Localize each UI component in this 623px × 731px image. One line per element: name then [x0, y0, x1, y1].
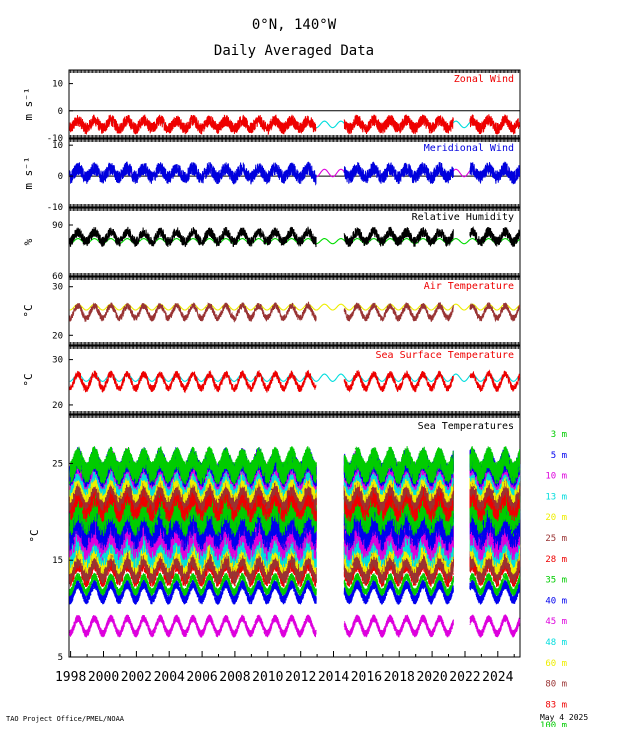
series-air-temperature	[69, 301, 521, 323]
panel-frame	[68, 345, 521, 415]
series-climatology	[69, 303, 520, 311]
panel-bottom-month-ticks	[68, 135, 521, 138]
y-tick-label: 30	[52, 283, 63, 293]
y-tick-label: 90	[52, 221, 63, 231]
sea-temperature-panel: 25 15 5 °C Sea Temperatures	[28, 414, 521, 663]
x-tick-label: 2002	[121, 670, 152, 685]
panel-frame	[68, 69, 521, 139]
legend-entry: 28 m	[545, 555, 567, 565]
legend-entry: 100 m	[540, 721, 567, 727]
y-axis-label: m s⁻¹	[22, 156, 35, 189]
x-axis: 1998 2000 2002 2004 2006 2008 2010 2012 2014 2016…	[55, 651, 520, 685]
panel-top-month-ticks	[68, 208, 521, 211]
y-axis-label: %	[22, 238, 35, 245]
x-tick-label: 2006	[186, 670, 217, 685]
panel-frame	[68, 276, 521, 346]
series-45-m-deep-band	[69, 614, 521, 638]
y-tick-label: 0	[58, 107, 63, 117]
legend-entry: 10 m	[545, 472, 567, 482]
x-tick-label: 2012	[285, 670, 316, 685]
y-tick-label: -10	[47, 134, 63, 144]
panel-air-temperature: 30 20 °C Air Temperature	[22, 276, 521, 346]
y-axis-label: °C	[22, 304, 35, 317]
x-tick-label: 2022	[449, 670, 480, 685]
y-tick-label: 0	[58, 172, 63, 182]
legend-entry: 48 m	[545, 638, 567, 648]
legend-entry: 5 m	[551, 451, 567, 461]
x-tick-label: 2020	[416, 670, 447, 685]
series-zonal-wind	[69, 114, 521, 136]
y-tick-label: 10	[52, 141, 63, 151]
legend-entry: 40 m	[545, 596, 567, 606]
y-axis-label: m s⁻¹	[22, 87, 35, 120]
legend-entry: 45 m	[545, 617, 567, 627]
y-tick-label: 60	[52, 272, 63, 282]
y-tick-label: 10	[52, 80, 63, 90]
legend-entry: 80 m	[545, 680, 567, 690]
panel-zonal-wind: 10 0 -10 m s⁻¹ Zonal Wind	[22, 69, 521, 144]
x-tick-label: 2014	[318, 670, 349, 685]
legend-entry: 35 m	[545, 576, 567, 586]
panel-sea-surface-temperature: 30 20 °C Sea Surface Temperature	[22, 345, 521, 415]
panel-bottom-month-ticks	[68, 411, 521, 414]
x-tick-label: 2008	[219, 670, 250, 685]
y-tick-label: 15	[52, 556, 63, 566]
panel-relative-humidity: 90 60% Relative Humidity	[22, 207, 521, 282]
panel-frame	[68, 207, 521, 277]
x-tick-label: 2004	[154, 670, 185, 685]
x-tick-label: 2024	[482, 670, 513, 685]
y-tick-label: -10	[47, 203, 63, 213]
x-tick-label: 2000	[88, 670, 119, 685]
depth-legend: 3 m 5 m 10 m 13 m 20 m 25 m 28 m 35 m 40 m 45 m 48…	[540, 430, 567, 731]
y-axis-label: °C	[22, 373, 35, 386]
x-tick-label: 2016	[351, 670, 382, 685]
x-tick-label: 1998	[55, 670, 86, 685]
legend-entry: 20 m	[545, 513, 567, 523]
footer-credit: TAO Project Office/PMEL/NOAA	[6, 715, 125, 723]
y-tick-label: 5	[58, 653, 63, 663]
panel-frame	[68, 138, 521, 208]
chart-title: 0°N, 140°W	[252, 17, 337, 33]
panels-layer: 10 0 -10 m s⁻¹ Zonal Wind 10 0 -10 m s⁻¹ Meridion…	[22, 69, 521, 415]
legend-entry: 60 m	[545, 659, 567, 669]
legend-entry: 13 m	[545, 492, 567, 502]
footer-date: May 4 2025	[540, 713, 588, 722]
y-tick-label: 20	[52, 401, 63, 411]
legend-entry: 25 m	[545, 534, 567, 544]
series-depth-3m	[69, 446, 521, 485]
panel-bottom-month-ticks	[68, 342, 521, 345]
panel-label: Air Temperature	[424, 281, 514, 292]
x-axis-ticks	[70, 651, 515, 657]
panel-label: Meridional Wind	[424, 143, 514, 154]
series-40-m-deep-band	[69, 579, 521, 605]
panel-bottom-month-ticks	[68, 273, 521, 276]
series-relative-humidity	[69, 226, 521, 248]
panel-bottom-month-ticks	[68, 204, 521, 207]
legend-entry: 3 m	[551, 430, 567, 440]
panel-label: Sea Surface Temperature	[376, 350, 514, 361]
x-tick-label: 2010	[252, 670, 283, 685]
series-meridional-wind	[69, 161, 521, 186]
panel-top-month-ticks	[68, 346, 521, 349]
series-climatology	[69, 238, 520, 245]
panel-top-month-ticks	[68, 277, 521, 280]
panel-label: Sea Temperatures	[418, 421, 514, 432]
y-tick-label: 30	[52, 356, 63, 366]
panel-top-month-ticks	[68, 139, 521, 142]
legend-entry: 83 m	[545, 700, 567, 710]
panel-label: Zonal Wind	[454, 74, 514, 85]
x-tick-label: 2018	[384, 670, 415, 685]
y-axis-label: °C	[28, 529, 41, 542]
series-depth-100m	[69, 572, 521, 596]
panel-label: Relative Humidity	[412, 212, 514, 223]
chart-subtitle: Daily Averaged Data	[214, 43, 374, 59]
panel-top-month-ticks	[68, 70, 521, 73]
y-tick-label: 20	[52, 331, 63, 341]
panel-meridional-wind: 10 0 -10 m s⁻¹ Meridional Wind	[22, 138, 521, 213]
series-sea-surface-temperature	[69, 369, 521, 394]
y-tick-label: 25	[52, 459, 63, 469]
sea-temp-top-month-ticks	[68, 415, 521, 418]
